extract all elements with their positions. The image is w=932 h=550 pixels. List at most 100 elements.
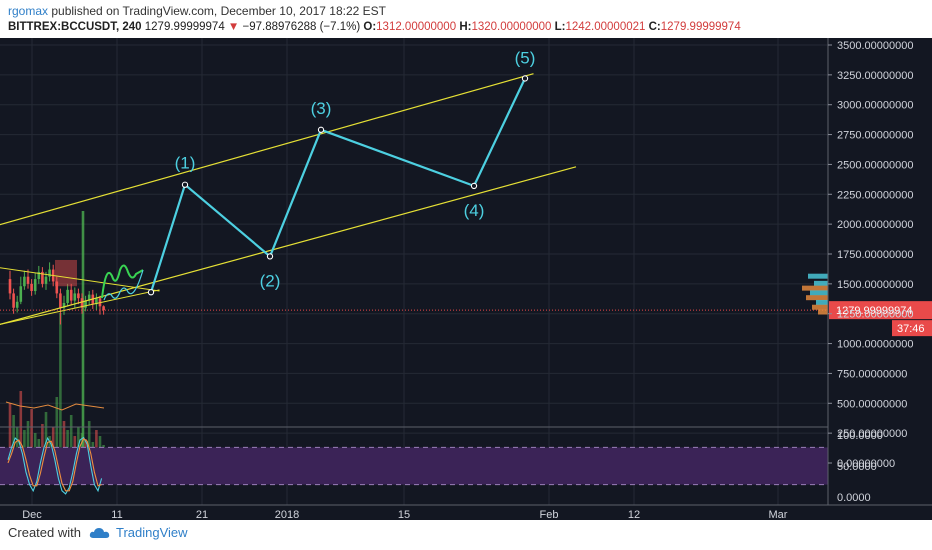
- grid-lines: [0, 38, 828, 505]
- ohlc-line: BITTREX:BCCUSDT, 240 1279.99999974 ▼ −97…: [8, 21, 741, 33]
- candle-body: [44, 276, 48, 284]
- candle-body: [69, 289, 73, 301]
- time-tick-label: Mar: [769, 509, 788, 520]
- candle-body: [102, 306, 105, 311]
- open-value: 1312.00000000: [376, 21, 457, 33]
- volume-bar: [8, 403, 12, 463]
- volume-profile-bar: [806, 295, 828, 301]
- price-tick-label: 750.00000000: [837, 368, 907, 380]
- close-label: C:: [648, 21, 661, 33]
- price-tick-label: 3000.00000000: [837, 100, 913, 112]
- volume-bar: [44, 412, 48, 463]
- price-tick-label: 1000.00000000: [837, 339, 913, 351]
- author-link[interactable]: rgomax: [8, 4, 49, 18]
- candle-body: [8, 279, 12, 294]
- high-value: 1320.00000000: [471, 21, 552, 33]
- price-tick-label: 0.00000000: [837, 458, 895, 470]
- price-tick-label: 3250.00000000: [837, 70, 913, 82]
- price-tick-label: 3500.00000000: [837, 40, 913, 52]
- volume-profile-bar: [810, 290, 828, 296]
- last-price-tag-label: 1279.99999974: [836, 305, 912, 317]
- candle-body: [30, 283, 33, 292]
- price-tick-label: 1500.00000000: [837, 279, 913, 291]
- candle-body: [15, 301, 19, 308]
- price-tick-label: 1250.00000000: [837, 309, 913, 321]
- publish-info: published on TradingView.com, December 1…: [51, 4, 387, 18]
- last-price: 1279.99999974: [144, 21, 225, 33]
- time-tick-label: 11: [111, 509, 122, 520]
- volume-profile-bar: [818, 309, 828, 315]
- price-tick-label: 2750.00000000: [837, 130, 913, 142]
- cloud-icon: [89, 527, 110, 538]
- drawing-overlays: (1) (2) (3) (4) (5) 1279.99999974 37:46: [0, 48, 932, 337]
- candle-body: [26, 276, 30, 284]
- volume-profile-bar: [812, 304, 828, 310]
- candle-body: [19, 286, 23, 302]
- tradingview-link[interactable]: TradingView: [89, 525, 188, 540]
- wave-label: (1): [175, 154, 196, 173]
- wave-point: [521, 75, 529, 82]
- volume-bar: [41, 424, 44, 463]
- stochastic-pane: [0, 436, 828, 495]
- candle-body: [66, 289, 69, 303]
- candle-body: [84, 300, 87, 308]
- price-tick-label: 2500.00000000: [837, 159, 913, 171]
- wave-point: [317, 126, 325, 133]
- wave-label: (2): [260, 271, 281, 290]
- price-tick-label: 2250.00000000: [837, 189, 913, 201]
- candle-body: [23, 276, 26, 287]
- volume-bar: [23, 430, 26, 463]
- low-label: L:: [554, 21, 566, 33]
- volume-bar: [55, 397, 59, 463]
- volume-bar: [26, 421, 30, 463]
- triangle-upper-line: [0, 267, 160, 292]
- candle-body: [12, 293, 15, 308]
- candle-body: [80, 298, 84, 308]
- oscillator-tick-label: 0.0000: [837, 492, 871, 504]
- volume-profile-bar: [816, 299, 828, 305]
- stochastic-k-line: [7, 436, 103, 495]
- low-value: 1242.00000021: [565, 21, 646, 33]
- created-with-label: Created with: [8, 525, 81, 540]
- wave-label: (5): [515, 48, 536, 67]
- volume-bar: [95, 430, 98, 463]
- publish-line: rgomax published on TradingView.com, Dec…: [8, 4, 386, 18]
- price-tick-label: 1750.00000000: [837, 249, 913, 261]
- wave-label: (4): [464, 201, 485, 220]
- triangle-lower-line: [0, 289, 160, 325]
- countdown-label: 37:46: [897, 323, 925, 335]
- wave-point: [266, 253, 274, 260]
- oscillator-tick-label: 100.0000: [837, 430, 883, 442]
- volume-bar: [15, 427, 19, 463]
- time-tick-label: 21: [196, 509, 208, 520]
- candle-body: [95, 298, 98, 305]
- elliott-wave-line: [149, 77, 526, 293]
- time-tick-label: 12: [628, 509, 640, 520]
- candle-body: [73, 293, 77, 301]
- last-price-tag: [829, 301, 932, 320]
- footer: Created with TradingView: [8, 525, 188, 540]
- candle-body: [41, 271, 44, 284]
- projection-green-curve: [101, 264, 144, 299]
- price-tick-label: 250.00000000: [837, 428, 907, 440]
- wave-label: (3): [311, 99, 332, 118]
- time-tick-label: 15: [398, 509, 410, 520]
- volume-bar: [87, 421, 91, 463]
- open-label: O:: [363, 21, 377, 33]
- countdown-tag: [892, 320, 932, 337]
- volume-profile-bar: [814, 280, 828, 286]
- volume-bar: [69, 415, 73, 463]
- volume-bar: [66, 430, 69, 463]
- down-arrow-icon: ▼: [227, 21, 240, 33]
- highlight-zone: [55, 259, 77, 287]
- oscillator-tick-label: 50.0000: [837, 461, 877, 473]
- price-change: −97.88976288 (−7.1%): [242, 21, 361, 33]
- tradingview-label: TradingView: [115, 525, 188, 540]
- channel-lower-line: [0, 166, 577, 325]
- chart-canvas[interactable]: (1) (2) (3) (4) (5) 1279.99999974 37:46 3500.0…: [0, 38, 932, 520]
- time-tick-label: Feb: [540, 509, 559, 520]
- candle-body: [55, 281, 59, 294]
- symbol-label: BITTREX:BCCUSDT, 240: [8, 21, 142, 33]
- candle-body: [59, 293, 62, 308]
- candle-body: [62, 302, 66, 308]
